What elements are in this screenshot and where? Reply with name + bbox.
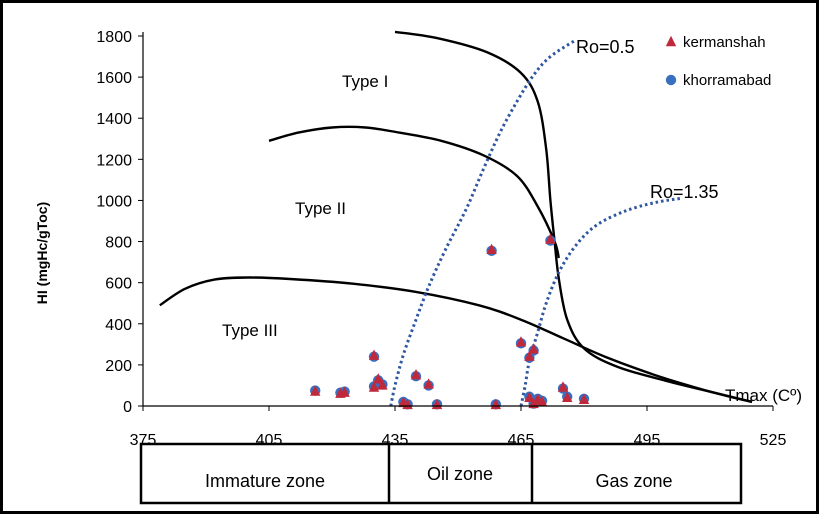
data-point-kermanshah (486, 243, 497, 254)
hi-tmax-chart: 0 200 400 600 800 1000 1200 1400 1600 1800 375 405 4… (34, 29, 802, 505)
data-point-kermanshah (410, 368, 422, 380)
data-point-kermanshah (524, 391, 535, 402)
zone-label-immature: Immature zone (205, 471, 325, 491)
legend-label-kermanshah: kermanshah (683, 34, 766, 51)
data-point-kermanshah (545, 233, 556, 244)
data-point-kermanshah (310, 385, 321, 396)
region-label-type-3: Type III (222, 321, 278, 340)
y-axis-label: HI (mgHc/gToc) (34, 202, 50, 304)
x-tick-label: 405 (256, 432, 283, 449)
y-tick-label: 1000 (96, 193, 132, 210)
data-point-kermanshah (368, 381, 380, 392)
x-tick-label: 435 (382, 432, 409, 449)
x-tick-label: 375 (130, 432, 157, 449)
y-tick-label: 800 (105, 235, 132, 252)
data-point-kermanshah (524, 350, 535, 361)
data-point-kermanshah (423, 378, 434, 389)
x-tick-label: 465 (508, 432, 535, 449)
x-tick-label: 525 (760, 432, 787, 449)
maturity-zone-bar: Immature zone Oil zone Gas zone (139, 442, 743, 505)
y-tick-label: 1800 (96, 29, 132, 46)
y-tick-label: 200 (105, 358, 132, 375)
region-label-type-2: Type II (295, 199, 346, 218)
y-tick-label: 400 (105, 317, 132, 334)
zone-bar-outline (139, 442, 743, 505)
zone-label-oil: Oil zone (427, 464, 493, 484)
curves-layer (159, 30, 753, 407)
y-tick-label: 1600 (96, 70, 132, 87)
kerogen-boundary-curve-2 (268, 125, 560, 259)
ro-label-0-5: Ro=0.5 (576, 37, 635, 57)
kerogen-boundary-curve-3 (159, 276, 753, 404)
legend-marker-khorramabad (665, 74, 677, 86)
y-tick-label: 0 (123, 399, 132, 416)
y-tick-label: 600 (105, 276, 132, 293)
data-point-kermanshah (339, 386, 350, 397)
data-point-kermanshah (562, 391, 573, 402)
ro-isoline-1 (389, 38, 577, 407)
data-point-kermanshah (515, 336, 527, 347)
legend-circle-marker (665, 74, 677, 86)
data-point-kermanshah (377, 379, 388, 390)
data-point-kermanshah (557, 381, 569, 392)
data-point-kermanshah (578, 393, 590, 405)
y-tick-label: 1200 (96, 152, 132, 169)
x-axis-label: Tmax (Cº) (725, 386, 802, 405)
data-point-kermanshah (528, 343, 539, 354)
x-tick-label: 495 (634, 432, 661, 449)
region-label-type-1: Type I (342, 72, 388, 91)
legend-label-khorramabad: khorramabad (683, 72, 771, 89)
legend-triangle-marker (665, 35, 677, 47)
legend: kermanshah khorramabad (665, 34, 771, 89)
points-layer (310, 233, 590, 410)
y-tick-label: 1400 (96, 111, 132, 128)
legend-marker-kermanshah (665, 35, 677, 47)
zone-label-gas: Gas zone (595, 471, 672, 491)
data-point-kermanshah (536, 395, 548, 407)
ro-label-1-35: Ro=1.35 (650, 182, 719, 202)
ro-isoline-2 (519, 196, 681, 407)
data-point-kermanshah (368, 349, 380, 360)
data-point-kermanshah (373, 373, 384, 384)
